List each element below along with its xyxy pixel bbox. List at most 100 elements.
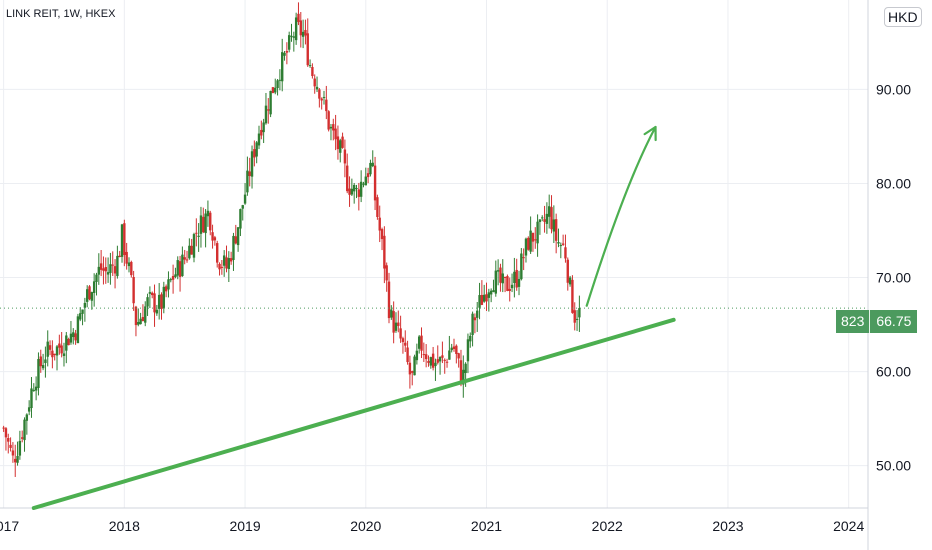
candle-body <box>561 243 565 245</box>
candle-body <box>92 281 96 293</box>
candle-body <box>499 267 502 283</box>
candle-body <box>520 253 523 280</box>
candle-body <box>450 347 453 351</box>
candle-body <box>362 183 365 185</box>
candle-body <box>246 170 249 193</box>
candle-body <box>167 279 170 290</box>
candle-body <box>283 52 286 56</box>
candle-body <box>318 89 321 99</box>
candle-body <box>355 187 358 189</box>
candle-body <box>538 219 542 222</box>
candle-body <box>325 99 328 112</box>
candle-body <box>397 322 400 326</box>
candle-body <box>485 294 488 302</box>
time-axis[interactable]: 2017 2018 2019 2020 2021 2022 2023 2024 <box>0 518 864 534</box>
projection-arrow[interactable] <box>585 125 657 307</box>
candle-body <box>531 232 535 242</box>
candle-body <box>7 438 10 442</box>
candle-body <box>16 455 19 463</box>
candle-body <box>292 36 296 38</box>
candle-body <box>413 356 416 376</box>
candle-body <box>431 353 435 368</box>
candle-body <box>503 276 507 279</box>
candle-body <box>448 350 451 360</box>
candle-body <box>575 318 579 320</box>
candle-body <box>352 184 356 192</box>
candle-body <box>411 371 414 373</box>
time-tick-label: 2022 <box>592 518 623 534</box>
candle-body <box>116 255 119 277</box>
candle-body <box>23 419 26 441</box>
candle-body <box>222 255 226 266</box>
candle-body <box>343 149 347 164</box>
time-tick-label: 2023 <box>712 518 743 534</box>
candle-body <box>4 428 8 438</box>
chart-title: LINK REIT, 1W, HKEX <box>6 8 116 20</box>
time-tick-label: 2018 <box>109 518 140 534</box>
candle-body <box>53 353 56 356</box>
chart-grid <box>0 0 868 508</box>
candle-body <box>204 213 207 234</box>
candle-body <box>199 215 203 234</box>
support-trendline[interactable] <box>31 317 676 510</box>
candle-body <box>281 52 284 82</box>
candlestick-series <box>2 2 581 477</box>
candle-body <box>376 197 379 218</box>
currency-label[interactable]: HKD <box>884 7 922 27</box>
candle-body <box>471 313 474 336</box>
candle-body <box>51 350 54 358</box>
candle-body <box>550 207 553 230</box>
candle-body <box>274 87 277 93</box>
candle-body <box>401 338 405 342</box>
candle-body <box>14 458 17 463</box>
candle-body <box>527 237 530 250</box>
candle-body <box>220 266 224 268</box>
candle-body <box>494 270 498 294</box>
candle-body <box>88 286 91 300</box>
candle-body <box>350 188 354 195</box>
candle-body <box>566 259 569 283</box>
candle-body <box>260 129 263 136</box>
candle-body <box>306 33 309 66</box>
candle-body <box>218 263 221 270</box>
candle-body <box>144 306 147 323</box>
candle-body <box>197 235 200 237</box>
candle-body <box>308 65 312 67</box>
candle-body <box>515 269 518 288</box>
candle-body <box>248 171 251 176</box>
candle-body <box>67 338 70 346</box>
candle-body <box>69 333 73 343</box>
candle-body <box>369 162 372 175</box>
candle-body <box>95 274 98 282</box>
candle-body <box>127 262 131 267</box>
candle-body <box>262 122 265 133</box>
candle-body <box>250 151 254 177</box>
candle-body <box>188 245 191 259</box>
candle-body <box>267 109 270 111</box>
candle-body <box>506 276 509 291</box>
candle-body <box>72 332 75 338</box>
candle-body <box>357 189 361 197</box>
candle-body <box>315 86 319 90</box>
candle-body <box>39 356 42 367</box>
candle-body <box>104 267 107 272</box>
candle-body <box>406 347 409 363</box>
candle-body <box>146 297 149 307</box>
candle-body <box>99 263 103 270</box>
candle-body <box>209 212 212 231</box>
candle-body <box>171 275 175 280</box>
candle-body <box>385 265 388 281</box>
price-tick-label: 80.00 <box>876 175 911 191</box>
projection-arrowhead[interactable] <box>643 125 657 142</box>
candle-body <box>408 362 412 375</box>
time-tick-label: 2020 <box>350 518 381 534</box>
candle-body <box>464 363 467 374</box>
candle-body <box>392 311 395 333</box>
candle-body <box>524 238 528 256</box>
price-axis[interactable]: 50.00 60.00 70.00 80.00 90.00 <box>876 81 911 473</box>
candle-body <box>132 276 135 304</box>
candle-body <box>62 353 66 356</box>
candle-body <box>366 173 370 178</box>
candle-body <box>190 245 193 255</box>
